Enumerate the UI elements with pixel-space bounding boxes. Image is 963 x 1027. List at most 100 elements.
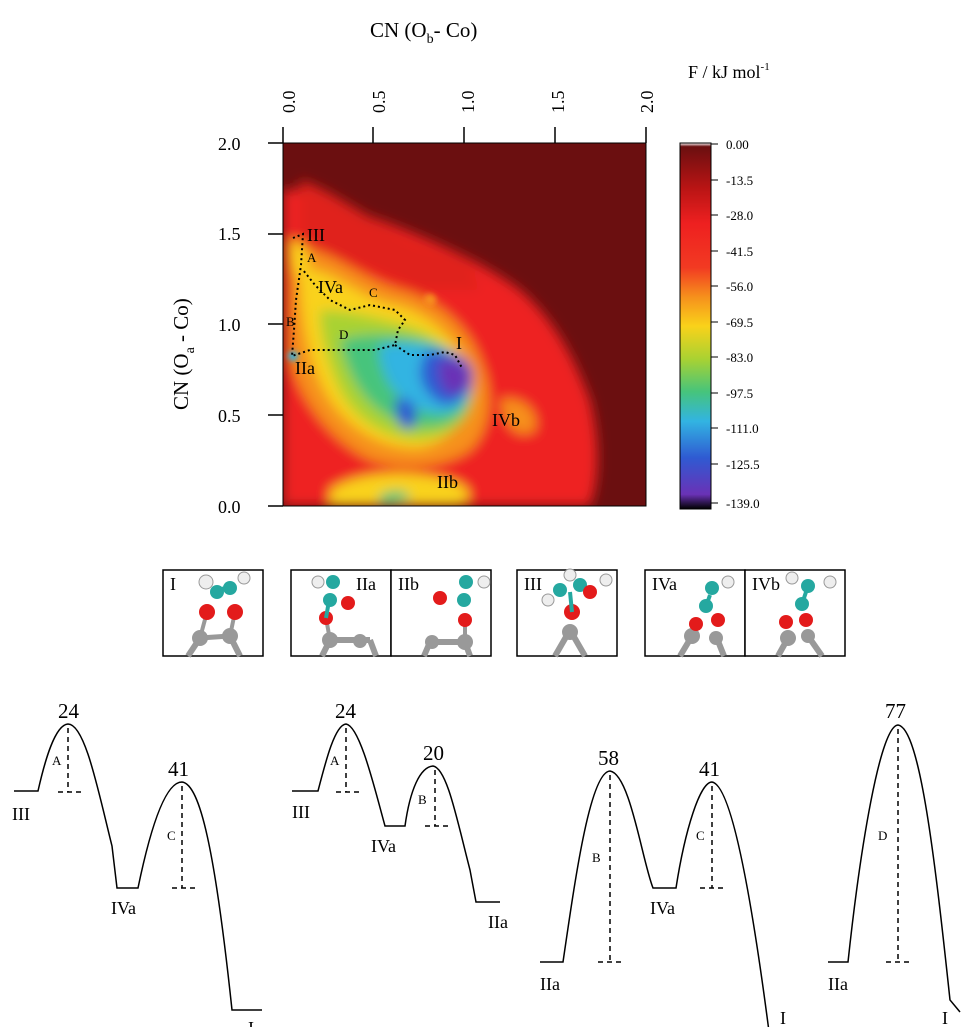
label-A: A xyxy=(307,250,317,265)
profile-2-guides xyxy=(336,728,450,827)
barrier-value: 58 xyxy=(598,746,619,770)
structure-label: I xyxy=(170,574,176,594)
colorbar-label: -97.5 xyxy=(726,386,753,401)
profile-3-labels: 58 B 41 C IIa IVa I xyxy=(540,746,786,1027)
molecule-IVb-drawing xyxy=(775,571,837,658)
map-state-labels: III A IVa C B D I IIa IVb IIb xyxy=(286,225,520,492)
colorbar-label: -41.5 xyxy=(726,244,753,259)
colorbar-ticks xyxy=(711,143,718,504)
molecule-IVa-drawing xyxy=(677,575,735,658)
barrier-label: B xyxy=(592,850,601,865)
colorbar-label: -111.0 xyxy=(726,421,759,436)
barrier-value: 77 xyxy=(885,699,906,723)
top-axis-ticks xyxy=(282,127,647,143)
barrier-value: 24 xyxy=(335,699,357,723)
top-tick-label: 0.0 xyxy=(279,91,299,114)
structure-label: IIb xyxy=(398,574,419,594)
profile-4 xyxy=(828,724,961,1013)
top-tick-label: 1.5 xyxy=(548,91,568,114)
structure-label: IVa xyxy=(652,574,677,594)
molecule-I-drawing xyxy=(185,571,251,658)
barrier-value: 24 xyxy=(58,699,80,723)
state-label: IVa xyxy=(111,898,136,918)
colorbar-label: -83.0 xyxy=(726,350,753,365)
structure-panel-IIb: IIb xyxy=(390,569,492,658)
profile-2-labels: 24 A 20 B III IVa IIa xyxy=(292,699,508,932)
profile-4-curve xyxy=(828,724,961,1013)
molecule-III-drawing xyxy=(541,568,613,658)
profile-3 xyxy=(540,770,770,1027)
left-tick-label: 1.0 xyxy=(218,315,241,335)
state-label: IIa xyxy=(540,974,560,994)
structure-label: III xyxy=(524,574,542,594)
label-C: C xyxy=(369,285,378,300)
left-tick-label: 2.0 xyxy=(218,134,241,154)
barrier-label: C xyxy=(167,828,176,843)
state-label: I xyxy=(780,1008,786,1027)
profile-4-guides xyxy=(886,729,912,963)
left-tick-label: 1.5 xyxy=(218,224,241,244)
barrier-value: 41 xyxy=(168,757,189,781)
map-frame xyxy=(282,142,647,507)
free-energy-map xyxy=(283,143,646,506)
colorbar-label: -28.0 xyxy=(726,208,753,223)
colorbar-label: -69.5 xyxy=(726,315,753,330)
colorbar xyxy=(679,142,712,510)
structure-panel-IIa: IIa xyxy=(290,569,392,658)
structure-panel-III: III xyxy=(516,568,618,658)
molecule-IIa-drawing xyxy=(311,575,379,658)
top-tick-label: 1.0 xyxy=(458,91,478,114)
state-label: I xyxy=(942,1008,948,1027)
left-tick-label: 0.0 xyxy=(218,497,241,517)
label-III: III xyxy=(307,225,325,245)
colorbar-label: -139.0 xyxy=(726,496,760,511)
label-B: B xyxy=(286,314,295,329)
state-label: IVa xyxy=(650,898,675,918)
state-label: III xyxy=(292,802,310,822)
structure-label: IIa xyxy=(356,574,376,594)
state-label: III xyxy=(12,804,30,824)
colorbar-label: -13.5 xyxy=(726,173,753,188)
profile-1 xyxy=(14,723,262,1011)
left-axis-ticks xyxy=(268,142,283,507)
profile-2-curve xyxy=(292,723,500,903)
top-axis-tick-labels: 0.0 0.5 1.0 1.5 2.0 xyxy=(279,91,657,114)
profile-3-guides xyxy=(598,775,726,963)
structure-panel-IVa: IVa xyxy=(644,569,746,658)
colorbar-tick-labels: 0.00 -13.5 -28.0 -41.5 -56.0 -69.5 -83.0… xyxy=(726,137,760,511)
label-D: D xyxy=(339,327,348,342)
label-IVb: IVb xyxy=(492,410,520,430)
barrier-label: B xyxy=(418,792,427,807)
label-IIa: IIa xyxy=(295,358,315,378)
structure-label: IVb xyxy=(752,574,780,594)
profile-1-curve xyxy=(14,723,262,1011)
label-I: I xyxy=(456,333,462,353)
top-axis-title: CN (Ob- Co) xyxy=(370,18,477,47)
barrier-value: 41 xyxy=(699,757,720,781)
profile-4-labels: 77 D IIa I xyxy=(828,699,948,1027)
top-tick-label: 0.5 xyxy=(369,91,389,114)
transition-pathway xyxy=(290,232,463,369)
molecule-IIb-drawing xyxy=(421,575,491,658)
energy-profiles xyxy=(14,723,961,1027)
top-tick-label: 2.0 xyxy=(637,91,657,114)
barrier-value: 20 xyxy=(423,741,444,765)
colorbar-label: -56.0 xyxy=(726,279,753,294)
barrier-label: A xyxy=(330,753,340,768)
barrier-label: C xyxy=(696,828,705,843)
structure-panel-I: I xyxy=(162,569,264,658)
colorbar-label: -125.5 xyxy=(726,457,760,472)
structure-panels: I IIa xyxy=(162,568,846,658)
structure-panel-IVb: IVb xyxy=(744,569,846,658)
state-label: IIa xyxy=(828,974,848,994)
barrier-label: A xyxy=(52,753,62,768)
label-IIb: IIb xyxy=(437,472,458,492)
state-label: IVa xyxy=(371,836,396,856)
left-axis-title: CN (Oa - Co) xyxy=(169,298,198,410)
profile-1-labels: 24 A 41 C III IVa I xyxy=(12,699,254,1027)
profile-3-curve xyxy=(540,770,770,1027)
colorbar-title: F / kJ mol-1 xyxy=(688,61,770,82)
colorbar-label: 0.00 xyxy=(726,137,749,152)
left-tick-label: 0.5 xyxy=(218,406,241,426)
